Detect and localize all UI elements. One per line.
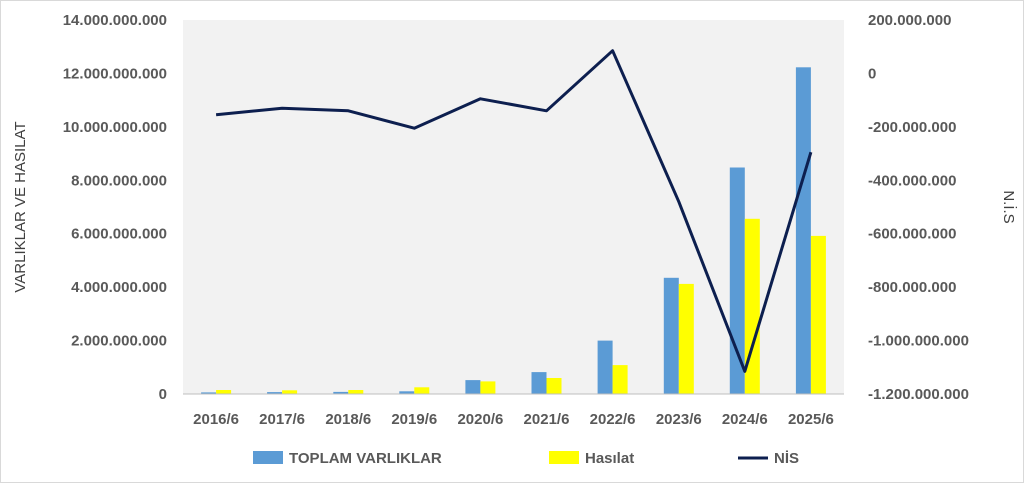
bar-toplam-varliklar-6 — [597, 340, 613, 394]
y-axis-title: VARLIKLAR VE HASILAT — [12, 121, 29, 292]
x-tick-label: 2018/6 — [325, 411, 371, 428]
x-tick-label: 2016/6 — [193, 411, 239, 428]
bar-hasilat-5 — [546, 378, 562, 394]
y2-tick-label: -600.000.000 — [868, 226, 956, 243]
bar-toplam-varliklar-7 — [663, 277, 679, 394]
y-tick-label: 8.000.000.000 — [71, 172, 167, 189]
y-tick-label: 12.000.000.000 — [63, 65, 167, 82]
bar-toplam-varliklar-1 — [267, 392, 283, 394]
bar-hasilat-2 — [348, 390, 364, 394]
line-nis — [215, 49, 813, 373]
bar-toplam-varliklar-4 — [465, 380, 481, 394]
y2-tick-label: -200.000.000 — [868, 119, 956, 136]
y-tick-label: 4.000.000.000 — [71, 279, 167, 296]
legend-swatch-1 — [549, 451, 579, 464]
y-tick-label: 6.000.000.000 — [71, 226, 167, 243]
bar-toplam-varliklar-0 — [201, 392, 217, 394]
y2-tick-label: -400.000.000 — [868, 172, 956, 189]
bar-toplam-varliklar-3 — [399, 391, 415, 394]
bar-hasilat-0 — [216, 390, 232, 394]
legend-label-1: Hasılat — [585, 450, 634, 467]
legend-label-2: NİS — [774, 450, 799, 467]
y-tick-label: 0 — [159, 386, 167, 403]
bar-toplam-varliklar-8 — [729, 167, 745, 394]
y2-tick-label: 200.000.000 — [868, 12, 951, 29]
x-tick-label: 2017/6 — [259, 411, 305, 428]
bar-hasilat-4 — [480, 381, 496, 394]
bar-hasilat-8 — [744, 218, 760, 394]
y2-tick-label: 0 — [868, 65, 876, 82]
bar-hasilat-9 — [810, 235, 826, 394]
bar-toplam-varliklar-9 — [795, 67, 811, 395]
legend-label-0: TOPLAM VARLIKLAR — [289, 450, 442, 467]
bar-hasilat-3 — [414, 387, 430, 394]
bar-toplam-varliklar-5 — [531, 372, 547, 394]
x-tick-label: 2022/6 — [590, 411, 636, 428]
y2-tick-label: -800.000.000 — [868, 279, 956, 296]
bar-hasilat-7 — [678, 283, 694, 394]
x-tick-label: 2025/6 — [788, 411, 834, 428]
bar-hasilat-6 — [612, 365, 628, 394]
y2-tick-label: -1.200.000.000 — [868, 386, 969, 403]
y2-tick-label: -1.000.000.000 — [868, 333, 969, 350]
bar-toplam-varliklar-2 — [333, 391, 349, 394]
y-tick-label: 14.000.000.000 — [63, 12, 167, 29]
x-tick-label: 2023/6 — [656, 411, 702, 428]
y-tick-label: 2.000.000.000 — [71, 333, 167, 350]
x-tick-label: 2019/6 — [391, 411, 437, 428]
y2-axis-title: N.İ.S — [1000, 190, 1018, 223]
x-tick-label: 2021/6 — [524, 411, 570, 428]
y-tick-label: 10.000.000.000 — [63, 119, 167, 136]
x-tick-label: 2024/6 — [722, 411, 768, 428]
bar-hasilat-1 — [282, 390, 298, 394]
legend-swatch-0 — [253, 451, 283, 464]
x-tick-label: 2020/6 — [457, 411, 503, 428]
